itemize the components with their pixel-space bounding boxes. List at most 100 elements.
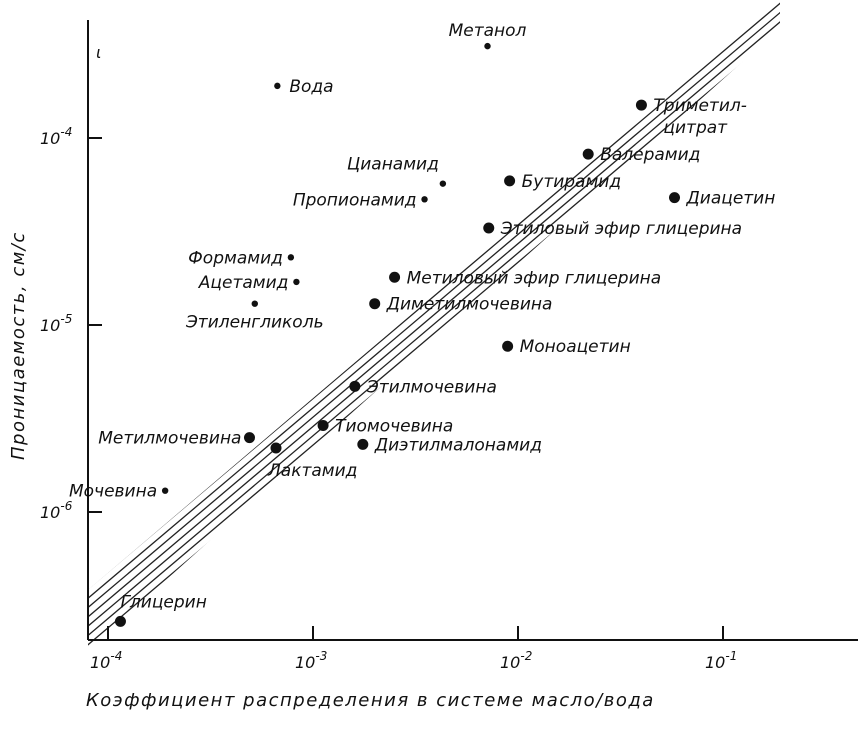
data-point-label: Тиомочевина: [335, 417, 453, 437]
data-point-label: Глицерин: [120, 592, 206, 612]
band-hatch-line: [818, 0, 861, 660]
band-hatch-line: [729, 0, 780, 650]
x-axis-title: Коэффициент распределения в системе масл…: [86, 690, 655, 711]
band-hatch-line: [88, 0, 708, 650]
data-point-label: Вода: [289, 77, 333, 97]
data-point: [484, 42, 491, 50]
band-hatch-line: [333, 0, 780, 650]
data-point: [369, 298, 381, 310]
band-hatch-line: [88, 0, 780, 650]
data-point: [114, 615, 126, 627]
band-hatch-line: [344, 0, 780, 650]
band-hatch-line: [88, 0, 686, 650]
band-hatch-line: [88, 0, 780, 650]
band-hatch-line: [88, 0, 653, 650]
data-point-label: Бутирамид: [522, 172, 622, 192]
data-point-label: Лактамид: [267, 461, 357, 481]
data-point: [270, 442, 282, 454]
band-hatch-line: [796, 0, 861, 660]
band-hatch-line: [88, 0, 675, 650]
band-hatch-line: [740, 0, 780, 650]
band-hatch-line: [300, 0, 780, 650]
data-point: [421, 196, 428, 203]
band-hatch-line: [267, 0, 780, 650]
band-hatch-line: [234, 0, 780, 650]
band-hatch-line: [245, 0, 780, 650]
band-hatch-line: [751, 0, 780, 650]
data-point-label: Цианамид: [347, 155, 439, 175]
data-point-label: Метилмочевина: [98, 429, 241, 449]
data-point-label: Диацетин: [686, 189, 776, 209]
data-point-label: Ацетамид: [198, 273, 289, 293]
band-hatch-line: [829, 0, 861, 660]
x-tick-label: 10-3: [295, 649, 327, 672]
band-hatch-line: [278, 0, 780, 650]
data-point: [317, 420, 329, 432]
data-point-label: Метиловый эфир глицерина: [407, 268, 662, 288]
band-hatch-line: [785, 0, 861, 660]
data-point-labels: Метанол Вода Триметил-цитрат Валерамид Циана…: [69, 21, 775, 612]
band-hatch-line: [322, 0, 780, 650]
data-point: [502, 340, 514, 352]
y-tick-label: 10-6: [40, 499, 73, 522]
band-hatch-line: [410, 0, 780, 650]
x-tick-label: 10-1: [705, 649, 737, 672]
data-points: [114, 42, 681, 627]
data-point-label: Этилмочевина: [366, 377, 497, 397]
data-point: [483, 222, 495, 234]
data-point-label: Мочевина: [69, 482, 157, 502]
band-hatch-line: [256, 0, 780, 650]
band-hatch-line: [851, 0, 861, 660]
band-hatch-line: [366, 0, 780, 650]
axis-tick-labels: 10-4 10-3 10-2 10-1 10-6 10-5 10-4: [40, 125, 737, 672]
band-hatch-line: [88, 0, 780, 650]
data-point: [243, 432, 255, 444]
data-point-label: Формамид: [188, 248, 283, 268]
data-point-label: Этиловый эфир глицерина: [500, 219, 742, 239]
band-hatch-line: [88, 0, 202, 650]
data-point: [287, 254, 295, 261]
band-hatch-line: [840, 0, 861, 660]
band-hatch-line: [807, 0, 861, 660]
y-tick-label: 10-4: [40, 125, 72, 148]
data-point-label: Пропионамид: [293, 190, 417, 210]
band-hatch-line: [88, 0, 730, 650]
data-point: [293, 278, 300, 286]
data-point-label: Триметил-цитрат: [653, 96, 746, 138]
data-point: [504, 175, 516, 187]
data-point: [161, 487, 169, 494]
data-point-label: Метанол: [449, 21, 527, 41]
band-hatch-line: [377, 0, 780, 650]
band-hatch-line: [88, 0, 664, 650]
band-hatch-line: [88, 0, 763, 650]
data-point: [274, 82, 281, 90]
data-point-label: Диэтилмалонамид: [374, 435, 542, 455]
band-hatch-line: [88, 0, 697, 650]
data-point: [251, 300, 258, 307]
band-hatch-line: [388, 0, 780, 650]
band-hatch-line: [773, 0, 780, 650]
x-tick-label: 10-2: [500, 649, 532, 672]
band-hatch-line: [399, 0, 780, 650]
data-point: [635, 99, 647, 111]
band-hatch-line: [88, 0, 213, 650]
y-axis-top-tick-label: ι: [96, 43, 101, 62]
data-point-label: Моноацетин: [520, 337, 631, 357]
data-point: [357, 438, 369, 450]
data-point: [439, 180, 447, 187]
y-tick-label: 10-5: [40, 312, 72, 335]
band-hatch-line: [88, 0, 719, 650]
band-hatch-line: [432, 0, 780, 650]
band-hatch-line: [421, 0, 780, 650]
axis-ticks: [88, 137, 724, 640]
y-axis-title: Проницаемость, см/с: [8, 231, 29, 460]
band-hatch-line: [88, 0, 752, 650]
data-point: [349, 380, 361, 392]
data-point-label: Этиленгликоль: [185, 313, 324, 333]
band-hatch-line: [762, 0, 780, 650]
band-hatch-line: [355, 0, 780, 650]
band-hatch-line: [88, 0, 741, 650]
data-point-label: Диметилмочевина: [386, 295, 553, 315]
data-point-label: Валерамид: [600, 145, 700, 165]
